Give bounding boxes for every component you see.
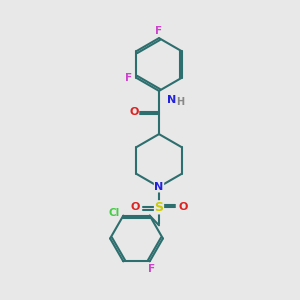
Text: F: F [148,264,155,274]
Text: N: N [167,95,176,105]
Text: Cl: Cl [108,208,119,218]
Text: O: O [129,107,139,117]
Text: O: O [130,202,140,212]
Text: H: H [176,97,185,107]
Text: F: F [155,26,163,37]
Text: F: F [125,73,132,83]
Text: O: O [178,202,188,212]
Text: N: N [154,182,164,192]
Text: S: S [154,201,164,214]
